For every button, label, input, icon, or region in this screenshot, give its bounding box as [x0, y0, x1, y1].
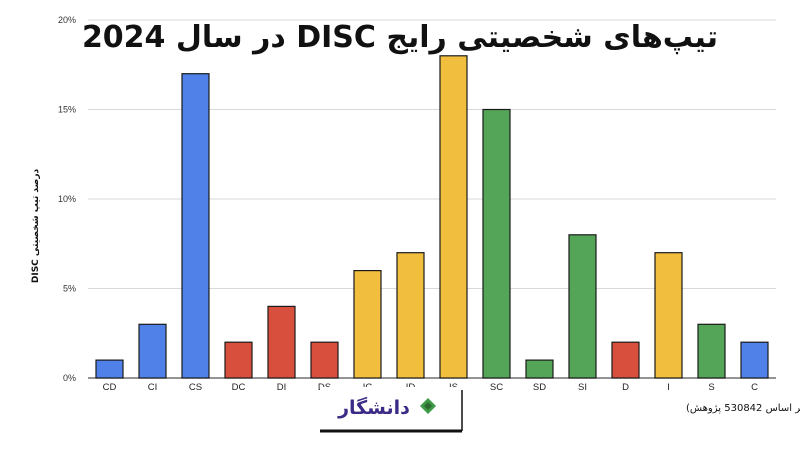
y-tick-label: 0% — [63, 373, 76, 383]
logo-box: دانشگار — [320, 387, 463, 433]
bar-ds — [310, 341, 339, 379]
bar-is — [439, 55, 468, 379]
bar-cs — [181, 73, 210, 379]
x-tick-label: SD — [533, 382, 546, 393]
x-tick-label: SI — [578, 382, 587, 393]
x-axis-title: نوع تیپ شخصیتی (بر اساس 530842 پژوهش) — [686, 403, 800, 414]
logo-leaf-icon — [420, 398, 436, 414]
x-tick-label: CD — [103, 382, 117, 393]
bars — [95, 55, 769, 379]
x-tick-label: CI — [148, 382, 158, 393]
logo-box-bg — [320, 387, 462, 431]
bar-sc — [482, 108, 511, 379]
y-tick-label: 20% — [58, 15, 76, 25]
bar-s — [697, 323, 726, 379]
bar-ci — [138, 323, 167, 379]
x-tick-label: D — [622, 382, 629, 393]
logo-text: دانشگار — [337, 396, 410, 419]
category-labels: CDCICSDCDIDSICIDISSCSDSIDISC — [103, 382, 758, 393]
x-tick-label: DC — [232, 382, 246, 393]
chart-title: تیپ‌های شخصیتی رایج DISC در سال 2024 — [82, 20, 718, 55]
bar-dc — [224, 341, 253, 379]
bar-si — [568, 234, 597, 379]
bar-di — [267, 305, 296, 379]
x-tick-label: SC — [490, 382, 503, 393]
x-tick-label: CS — [189, 382, 202, 393]
y-tick-label: 5% — [63, 284, 76, 294]
y-axis-title: درصد تیپ شخصیتی DISC — [31, 169, 41, 284]
bar-ic — [353, 270, 382, 379]
bar-d — [611, 341, 640, 379]
bar-sd — [525, 359, 554, 379]
x-tick-label: I — [667, 382, 670, 393]
y-tick-label: 10% — [58, 194, 76, 204]
bar-cd — [95, 359, 124, 379]
x-tick-label: DI — [277, 382, 287, 393]
bar-i — [654, 252, 683, 379]
y-tick-labels: 0% 5% 10% 15% 20% — [58, 15, 76, 383]
bar-c — [740, 341, 769, 379]
y-tick-label: 15% — [58, 105, 76, 115]
x-tick-label: C — [751, 382, 758, 393]
x-tick-label: S — [708, 382, 714, 393]
bar-id — [396, 252, 425, 379]
